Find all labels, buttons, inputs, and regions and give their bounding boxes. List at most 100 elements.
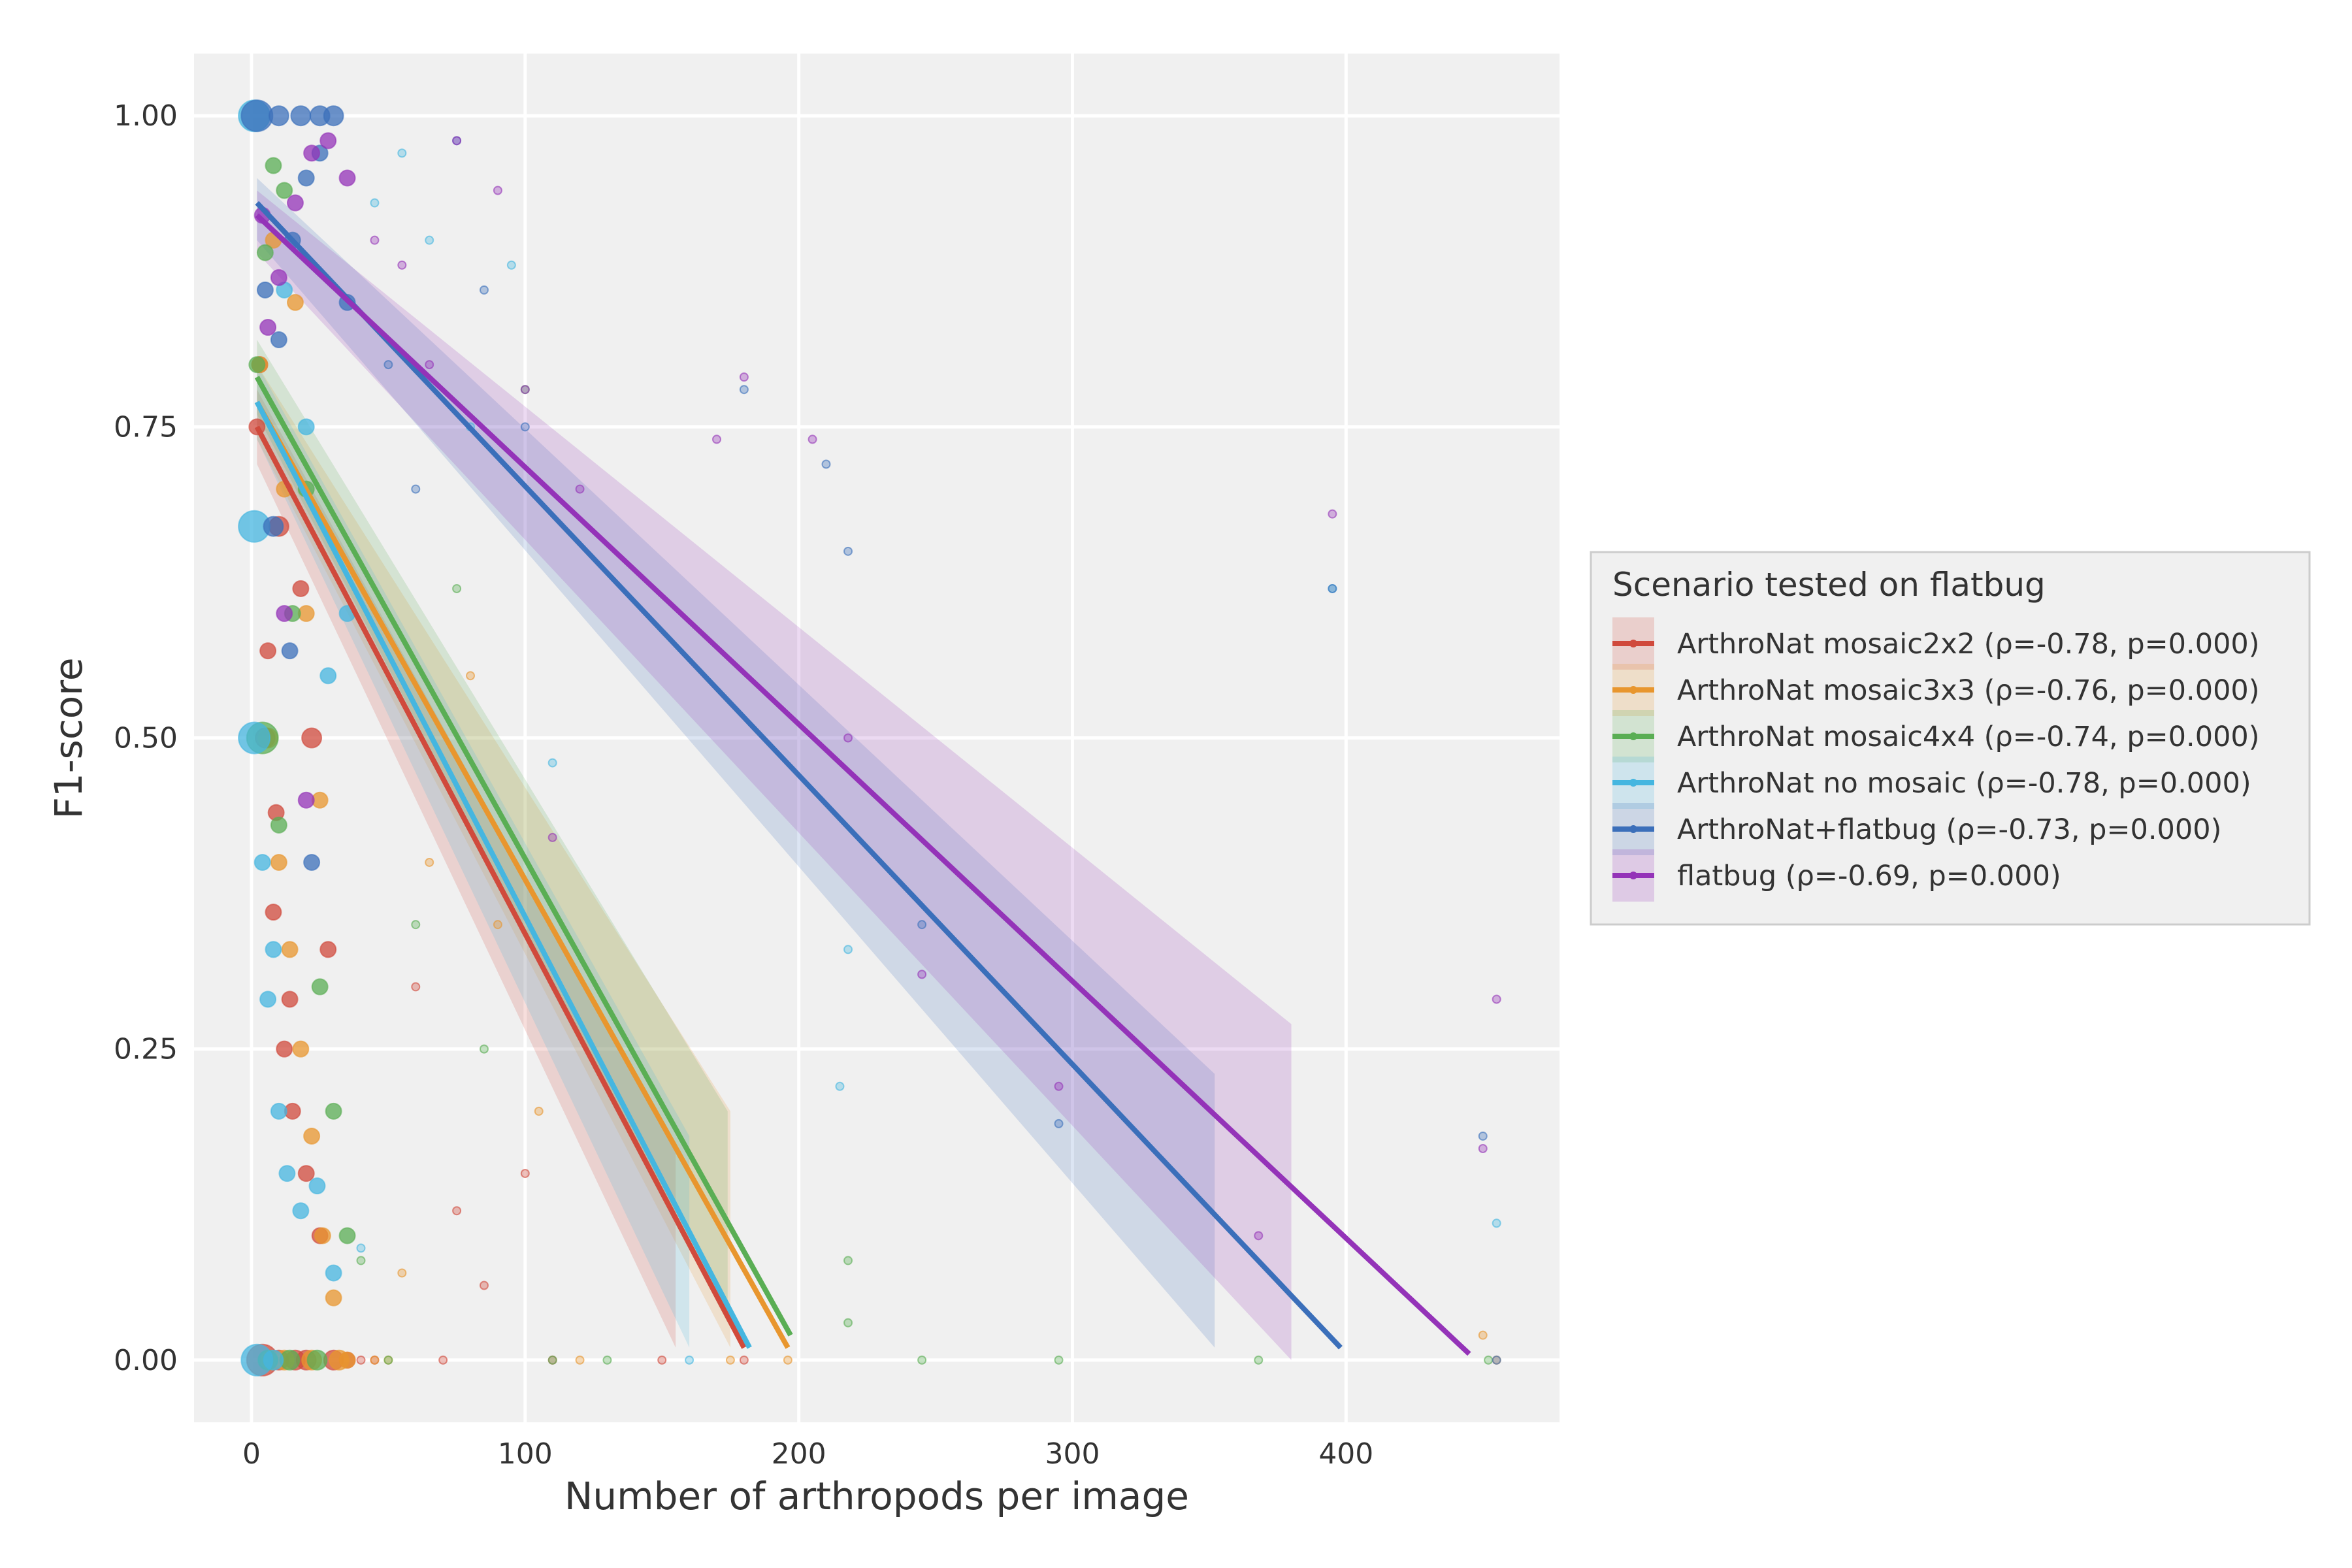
scatter-point	[425, 235, 434, 245]
scatter-point	[452, 1206, 462, 1216]
scatter-point	[265, 941, 282, 958]
scatter-points	[238, 99, 1501, 1377]
scatter-point	[917, 1355, 927, 1365]
scatter-point	[739, 372, 749, 382]
scatter-point	[265, 157, 282, 174]
scatter-point	[843, 733, 853, 743]
scatter-point	[278, 1165, 296, 1183]
scatter-point	[1478, 1144, 1488, 1153]
scatter-point	[338, 1227, 356, 1245]
scatter-point	[843, 546, 853, 556]
scatter-point	[281, 990, 299, 1008]
scatter-point	[276, 1040, 293, 1058]
scatter-point	[397, 260, 407, 270]
scatter-point	[265, 904, 282, 921]
fit-line	[254, 400, 752, 1349]
scatter-point	[292, 1202, 310, 1220]
scatter-point	[917, 920, 927, 930]
scatter-point	[808, 434, 817, 444]
confidence-band	[257, 190, 1292, 1360]
scatter-point	[356, 1256, 366, 1266]
scatter-point	[276, 605, 293, 623]
scatter-point	[1478, 1330, 1488, 1340]
scatter-point	[308, 1177, 326, 1195]
scatter-point	[270, 853, 287, 871]
scatter-point	[602, 1355, 612, 1365]
scatter-point	[290, 105, 312, 127]
scatter-point	[575, 1355, 585, 1365]
scatter-point	[328, 1349, 350, 1371]
scatter-point	[438, 1355, 448, 1365]
scatter-point	[1254, 1355, 1264, 1365]
scatter-point	[276, 182, 293, 199]
scatter-point	[452, 583, 462, 593]
scatter-point	[281, 941, 299, 958]
scatter-point	[325, 1102, 342, 1120]
x-axis-label: Number of arthropods per image	[564, 1474, 1189, 1518]
fit-line	[255, 213, 1471, 1356]
scatter-point	[657, 1355, 667, 1365]
scatter-point	[1328, 509, 1337, 519]
scatter-point	[547, 832, 557, 842]
scatter-point	[270, 331, 287, 349]
scatter-point	[263, 515, 284, 537]
legend-items: ArthroNat mosaic2x2 (ρ=-0.78, p=0.000) Ar…	[1612, 617, 2260, 902]
scatter-point	[1254, 1231, 1264, 1241]
scatter-point	[685, 1355, 694, 1365]
scatter-point	[338, 169, 356, 187]
scatter-point	[259, 642, 277, 660]
scatter-point	[240, 99, 274, 133]
scatter-point	[506, 260, 516, 270]
scatter-point	[323, 105, 344, 127]
y-axis-label: F1-score	[46, 657, 91, 819]
scatter-point	[1492, 1218, 1501, 1228]
scatter-point	[711, 434, 721, 444]
scatter-point	[739, 1355, 749, 1365]
scatter-point	[411, 484, 421, 494]
scatter-point	[1478, 1131, 1488, 1141]
legend-marker	[1629, 686, 1637, 694]
scatter-point	[297, 169, 315, 187]
scatter-point	[292, 580, 310, 597]
scatter-point	[725, 1355, 735, 1365]
scatter-point	[520, 385, 530, 395]
scatter-point	[292, 1040, 310, 1058]
legend-marker	[1629, 779, 1637, 787]
scatter-point	[259, 319, 277, 336]
scatter-point	[319, 132, 337, 150]
scatter-point	[325, 1264, 342, 1282]
scatter-point	[256, 281, 274, 299]
legend-label: ArthroNat+flatbug (ρ=-0.73, p=0.000)	[1677, 813, 2221, 846]
scatter-point	[479, 285, 489, 295]
scatter-point	[1492, 994, 1501, 1004]
scatter-point	[248, 356, 266, 374]
scatter-point	[256, 244, 274, 261]
legend-title: Scenario tested on flatbug	[1612, 566, 2046, 604]
scatter-point	[325, 1289, 342, 1307]
legend-marker	[1629, 872, 1637, 879]
scatter-point	[303, 853, 321, 871]
legend-box	[1590, 551, 2311, 926]
scatter-point	[493, 920, 502, 930]
scatter-point	[1054, 1355, 1064, 1365]
scatter-point	[917, 970, 927, 979]
scatter-point	[1492, 1355, 1501, 1365]
scatter-point	[268, 105, 289, 127]
scatter-point	[843, 945, 853, 955]
scatter-point	[311, 978, 329, 996]
y-tick-label: 1.00	[114, 99, 178, 133]
scatter-point	[238, 721, 271, 755]
scatter-point	[297, 791, 315, 809]
legend-label: ArthroNat mosaic3x3 (ρ=-0.76, p=0.000)	[1677, 674, 2260, 707]
x-tick-label: 400	[1318, 1437, 1373, 1471]
legend-label: ArthroNat mosaic2x2 (ρ=-0.78, p=0.000)	[1677, 628, 2260, 661]
scatter-point	[547, 1355, 557, 1365]
scatter-point	[303, 1127, 321, 1145]
scatter-point	[370, 235, 380, 245]
scatter-point	[356, 1243, 366, 1253]
scatter-point	[281, 642, 299, 660]
scatter-point	[319, 667, 337, 685]
scatter-point	[821, 459, 831, 469]
scatter-point	[843, 1256, 853, 1266]
scatter-point	[835, 1081, 845, 1091]
